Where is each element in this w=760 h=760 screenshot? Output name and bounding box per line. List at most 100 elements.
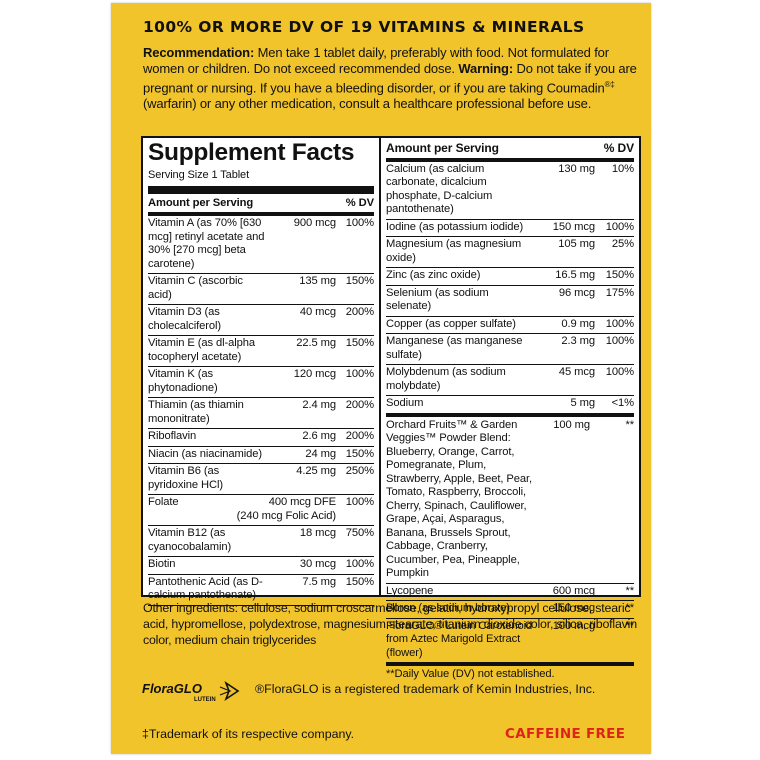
nutrient-row: Zinc (as zinc oxide) 16.5 mg 150% bbox=[386, 268, 634, 286]
nutrient-dv: 200% bbox=[345, 306, 374, 318]
nutrient-row: Boron (as sodium borate) 150 mcg ** bbox=[386, 601, 634, 619]
nutrient-name: Lycopene bbox=[386, 584, 434, 597]
nutrient-amount: 5 mg bbox=[570, 397, 596, 409]
nutrient-amount: 2.3 mg bbox=[561, 335, 595, 347]
nutrient-name: Biotin bbox=[148, 558, 176, 570]
nutrient-row: Calcium (as calcium carbonate, dicalcium… bbox=[386, 162, 634, 220]
nutrient-row: Pantothenic Acid (as D-calcium pantothen… bbox=[148, 575, 374, 606]
nutrient-dv: 750% bbox=[345, 527, 374, 539]
facts-header-left: Amount per Serving % DV bbox=[148, 194, 374, 216]
nutrient-name: Sodium bbox=[386, 397, 424, 409]
nutrient-row: Vitamin A (as 70% [630 mcg] retinyl acet… bbox=[148, 216, 374, 274]
nutrient-row: Biotin 30 mcg 100% bbox=[148, 557, 374, 575]
nutrient-amount: 40 mcg bbox=[299, 306, 336, 318]
nutrient-name: Molybdenum (as sodium molybdate) bbox=[386, 366, 506, 392]
nutrient-dv: 100% bbox=[605, 220, 634, 233]
nutrient-amount: 150 mcg bbox=[552, 602, 595, 614]
supplement-facts-panel: Supplement Facts Serving Size 1 Tablet A… bbox=[141, 136, 641, 680]
nutrient-dv: ** bbox=[625, 602, 634, 614]
nutrient-name: Iodine (as potassium iodide) bbox=[386, 220, 524, 233]
nutrient-name: Vitamin D3 (as cholecalciferol) bbox=[148, 306, 222, 332]
nutrient-name: Calcium (as calcium carbonate, dicalcium… bbox=[386, 162, 493, 216]
nutrient-name: Boron (as sodium borate) bbox=[386, 602, 510, 614]
nutrient-row: Selenium (as sodium selenate) 96 mcg 175% bbox=[386, 286, 634, 317]
nutrient-dv: 250% bbox=[345, 465, 374, 477]
nutrient-row: Manganese (as manganese sulfate) 2.3 mg 10… bbox=[386, 334, 634, 365]
caffeine-free-badge: CAFFEINE FREE bbox=[505, 726, 626, 742]
nutrient-amount: 7.5 mg bbox=[302, 575, 336, 588]
nutrient-dv: 200% bbox=[345, 399, 374, 411]
nutrient-dv: 100% bbox=[345, 368, 374, 380]
dv-header: % DV bbox=[603, 141, 634, 155]
nutrient-dv: 25% bbox=[611, 238, 634, 250]
warning-body-2: (warfarin) or any other medication, cons… bbox=[143, 95, 592, 111]
nutrient-row: Molybdenum (as sodium molybdate) 45 mcg 10… bbox=[386, 365, 634, 396]
page-heading: 100% OR MORE DV OF 19 VITAMINS & MINERAL… bbox=[143, 18, 585, 36]
nutrient-name: Pantothenic Acid (as D-calcium pantothen… bbox=[148, 575, 263, 602]
nutrient-name: Niacin (as niacinamide) bbox=[148, 447, 262, 460]
nutrient-name: Zinc (as zinc oxide) bbox=[386, 269, 481, 281]
nutrient-row: Thiamin (as thiamin mononitrate) 2.4 mg 20… bbox=[148, 398, 374, 429]
nutrient-dv: 150% bbox=[345, 337, 374, 349]
nutrient-dv: 150% bbox=[605, 269, 634, 281]
nutrient-name: Thiamin (as thiamin mononitrate) bbox=[148, 399, 244, 425]
powder-blend-row: Orchard Fruits™ & Garden Veggies™ Powder… bbox=[386, 417, 634, 584]
nutrient-row: Vitamin C (ascorbic acid) 135 mg 150% bbox=[148, 274, 374, 305]
nutrient-amount: 16.5 mg bbox=[555, 269, 595, 281]
facts-title: Supplement Facts bbox=[148, 139, 355, 166]
nutrient-row: Magnesium (as magnesium oxide) 105 mg 25% bbox=[386, 237, 634, 268]
nutrient-amount: 18 mcg bbox=[299, 527, 336, 539]
nutrient-dv: 100% bbox=[345, 558, 374, 570]
extra-nutrient-list: Lycopene 600 mcg ** Boron (as sodium borate… bbox=[386, 584, 634, 666]
nutrient-name: Selenium (as sodium selenate) bbox=[386, 286, 489, 313]
trademark-note: ®FloraGLO is a registered trademark of K… bbox=[255, 682, 596, 696]
nutrient-amount: 45 mcg bbox=[558, 366, 595, 378]
nutrient-row: Niacin (as niacinamide) 24 mg 150% bbox=[148, 447, 374, 464]
thick-divider bbox=[148, 185, 374, 194]
nutrient-dv: 100% bbox=[345, 217, 374, 229]
nutrient-name: Vitamin K (as phytonadione) bbox=[148, 368, 218, 394]
nutrient-row: Vitamin B12 (as cyanocobalamin) 18 mcg 750… bbox=[148, 526, 374, 557]
nutrient-dv: 150% bbox=[345, 447, 374, 460]
nutrient-amount: 0.9 mg bbox=[561, 317, 595, 330]
logo-arrow-icon bbox=[224, 680, 240, 702]
nutrient-name: Vitamin C (ascorbic acid) bbox=[148, 275, 243, 301]
nutrient-name: FloraGLO® Lutein Carotenoid from Aztec M… bbox=[386, 619, 533, 659]
nutrient-name: Riboflavin bbox=[148, 430, 197, 442]
nutrient-row: FloraGLO® Lutein Carotenoid from Aztec M… bbox=[386, 619, 634, 666]
nutrient-amount: 130 mg bbox=[558, 162, 595, 175]
dv-header: % DV bbox=[345, 196, 374, 209]
nutrient-name: Vitamin E (as dl-alpha tocopheryl acetat… bbox=[148, 337, 256, 363]
recommendation-text: Recommendation: Men take 1 tablet daily,… bbox=[143, 45, 643, 112]
nutrient-name: Copper (as copper sulfate) bbox=[386, 317, 516, 330]
warning-body-1: Do not take if you are pregnant or nursi… bbox=[143, 60, 637, 95]
nutrient-amount: 105 mg bbox=[558, 238, 595, 250]
nutrient-row: Vitamin E (as dl-alpha tocopheryl acetat… bbox=[148, 336, 374, 367]
nutrient-name: Vitamin A (as 70% [630 mcg] retinyl acet… bbox=[148, 217, 265, 270]
nutrient-dv: 175% bbox=[605, 286, 634, 299]
amount-header: Amount per Serving bbox=[386, 141, 499, 155]
warning-superscript: ®‡ bbox=[604, 79, 615, 89]
dagger-note: ‡Trademark of its respective company. bbox=[142, 727, 355, 741]
nutrient-row: Iodine (as potassium iodide) 150 mcg 100% bbox=[386, 220, 634, 237]
logo-sub-text: LUTEIN bbox=[194, 697, 216, 703]
nutrient-amount: 96 mcg bbox=[558, 286, 595, 299]
facts-header-right: Amount per Serving % DV bbox=[386, 138, 634, 162]
nutrient-dv: ** bbox=[625, 418, 634, 431]
warning-label: Warning: bbox=[458, 60, 513, 76]
logo-chevron-icon bbox=[219, 686, 232, 696]
nutrient-amount: 100 mg bbox=[553, 418, 590, 431]
nutrient-dv: 200% bbox=[345, 430, 374, 442]
nutrient-name: Vitamin B12 (as cyanocobalamin) bbox=[148, 527, 232, 553]
nutrient-dv: 10% bbox=[611, 162, 634, 175]
nutrient-dv: <1% bbox=[611, 397, 635, 409]
nutrient-dv: ** bbox=[625, 619, 634, 632]
nutrient-amount: 400 mcg DFE bbox=[268, 496, 336, 508]
nutrient-amount: 135 mg bbox=[299, 275, 336, 287]
nutrient-row: Riboflavin 2.6 mg 200% bbox=[148, 429, 374, 447]
nutrient-amount: 600 mcg bbox=[552, 584, 595, 597]
dv-footnote: **Daily Value (DV) not established. bbox=[386, 668, 555, 680]
nutrient-dv: 150% bbox=[345, 275, 374, 287]
left-nutrient-list: Vitamin A (as 70% [630 mcg] retinyl acet… bbox=[148, 216, 374, 606]
facts-right-column: Amount per Serving % DV Calcium (as calc… bbox=[381, 138, 639, 680]
